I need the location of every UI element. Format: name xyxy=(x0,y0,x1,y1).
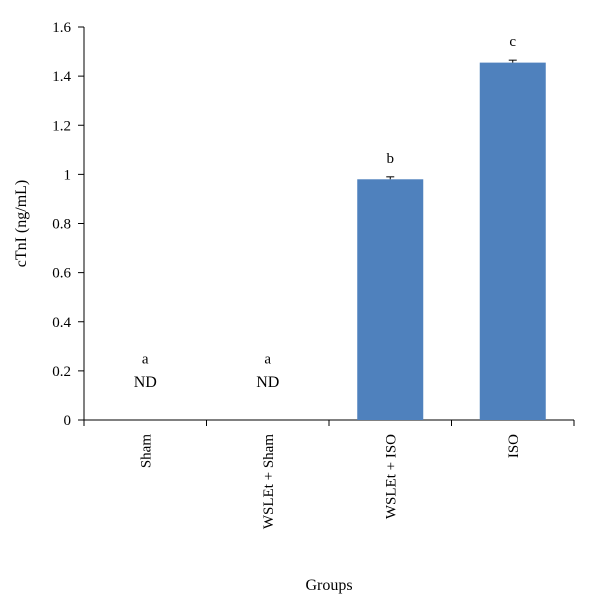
bar xyxy=(479,62,546,420)
y-tick-label: 0.2 xyxy=(52,364,71,380)
value-label: ND xyxy=(256,374,279,391)
y-tick-label: 1 xyxy=(64,167,72,183)
x-tick-label: Sham xyxy=(138,434,154,469)
significance-letter: c xyxy=(509,34,516,50)
y-tick-label: 1.2 xyxy=(52,118,71,134)
x-axis-title: Groups xyxy=(305,577,352,594)
y-tick-label: 0.8 xyxy=(52,217,71,233)
significance-letter: a xyxy=(142,352,149,368)
x-tick-label: WSLEt + ISO xyxy=(383,434,399,519)
text-layer: 0 0.2 0.4 0.6 0.8 1 1.2 1.4 1.6 ND a Sham ND a WSLEt +… xyxy=(13,20,522,594)
y-tick-label: 1.6 xyxy=(52,20,71,36)
significance-letter: b xyxy=(387,151,395,167)
y-tick-label: 0 xyxy=(64,413,72,429)
value-label: ND xyxy=(134,374,157,391)
x-tick-label: ISO xyxy=(506,434,522,458)
significance-letter: a xyxy=(264,352,271,368)
bar xyxy=(357,179,424,420)
bars-layer xyxy=(357,59,546,420)
y-tick-label: 0.6 xyxy=(52,266,71,282)
y-tick-label: 0.4 xyxy=(52,315,71,331)
y-axis-title: cTnI (ng/mL) xyxy=(13,180,30,268)
x-tick-label: WSLEt + Sham xyxy=(261,434,277,529)
y-tick-label: 1.4 xyxy=(52,69,71,85)
